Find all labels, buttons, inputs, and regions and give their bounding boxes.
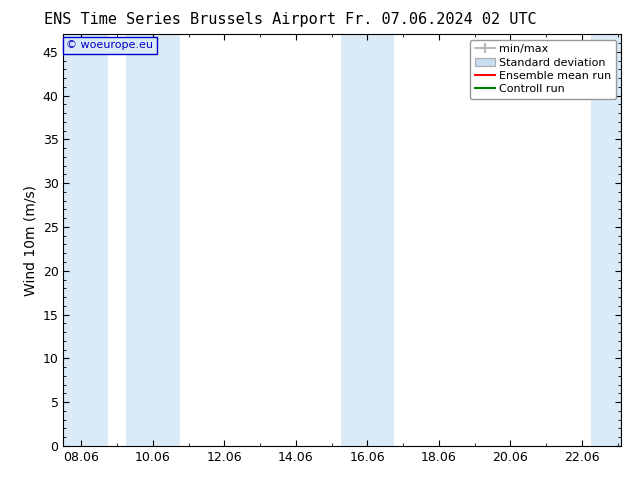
Legend: min/max, Standard deviation, Ensemble mean run, Controll run: min/max, Standard deviation, Ensemble me… [470,40,616,99]
Text: ENS Time Series Brussels Airport: ENS Time Series Brussels Airport [44,12,336,27]
Bar [591,34,621,446]
Bar [340,34,394,446]
Y-axis label: Wind 10m (m/s): Wind 10m (m/s) [23,185,37,295]
Text: © woeurope.eu: © woeurope.eu [66,41,153,50]
Text: Fr. 07.06.2024 02 UTC: Fr. 07.06.2024 02 UTC [345,12,536,27]
Bar [126,34,179,446]
Bar [63,34,108,446]
